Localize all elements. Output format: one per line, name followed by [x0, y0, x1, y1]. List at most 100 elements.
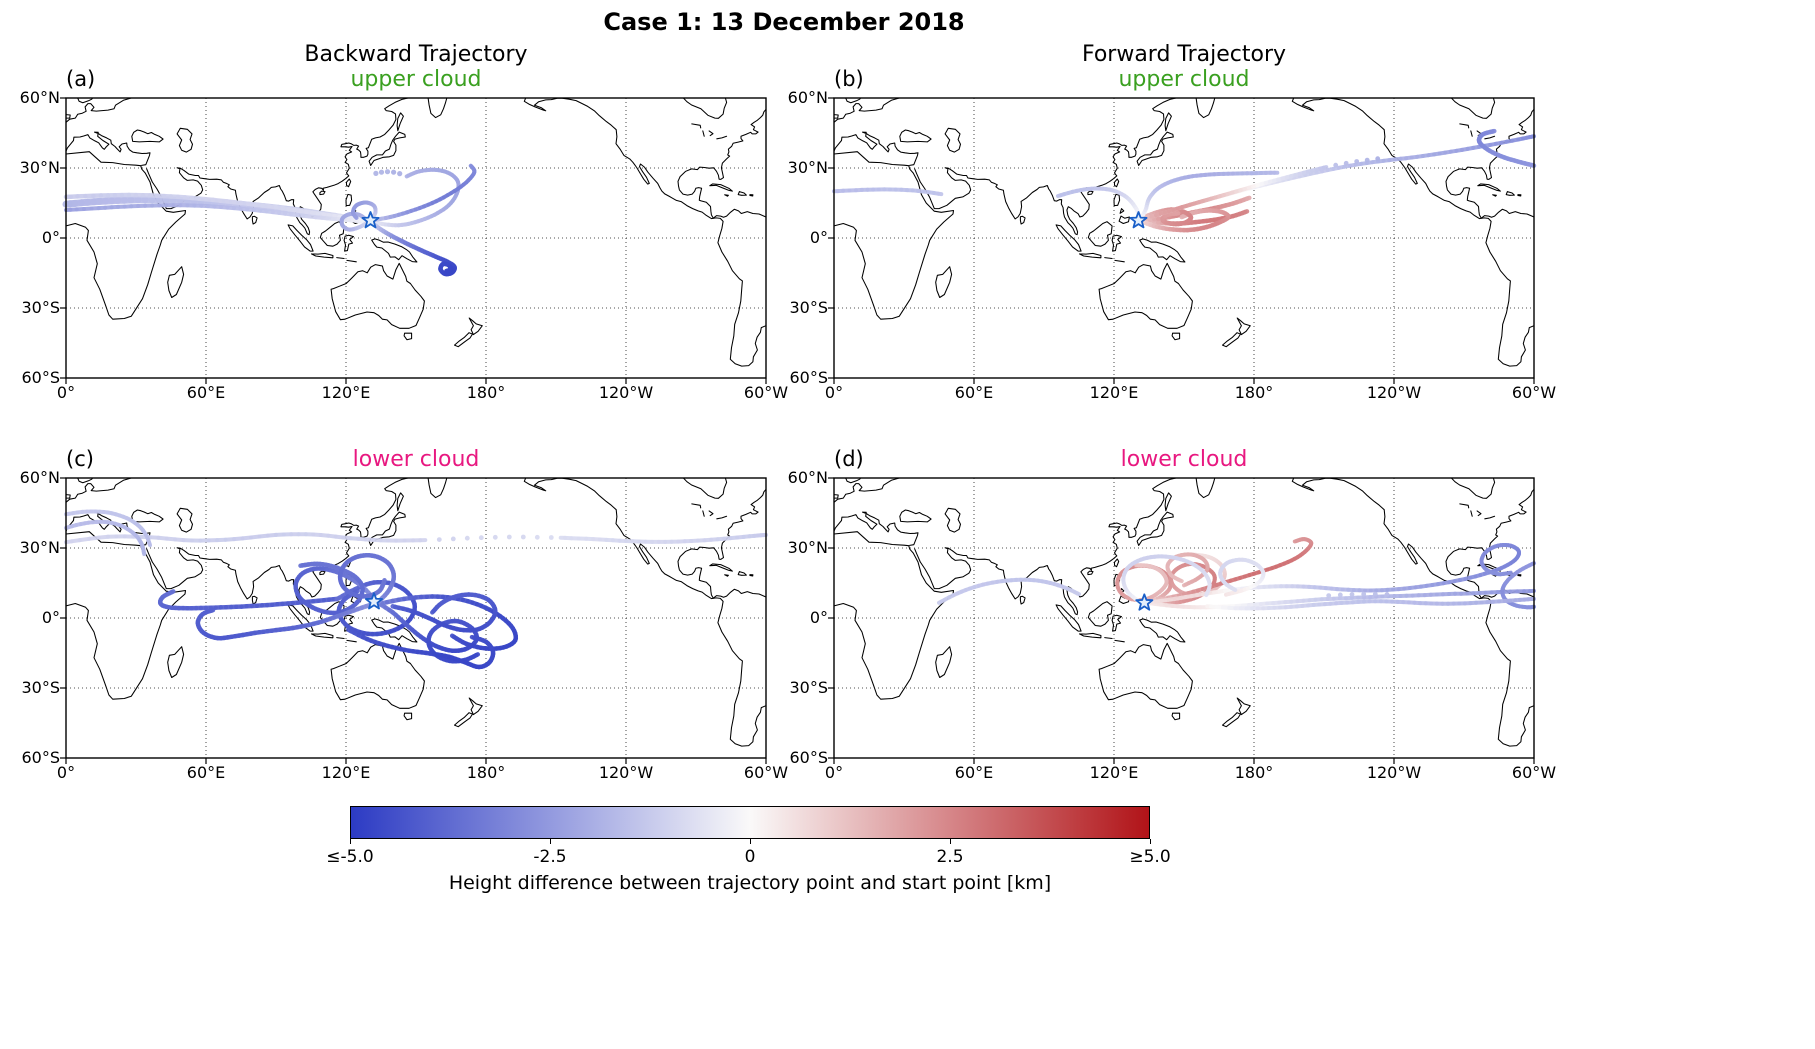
x-tick-label: 60°W [1511, 763, 1557, 782]
tick-marks [60, 477, 767, 764]
y-tick-label: 30°S [789, 678, 828, 697]
trajectory-segment [473, 652, 481, 658]
tick-marks [828, 477, 1535, 764]
coastline [1445, 108, 1535, 219]
panel-subtitle-a: upper cloud [350, 67, 482, 92]
coastline [1087, 221, 1113, 247]
coastline [1019, 595, 1026, 605]
coastline [724, 574, 729, 577]
trajectory-dot [384, 169, 391, 175]
coastline [845, 97, 862, 104]
coastline [1221, 712, 1242, 728]
coastline [251, 215, 258, 225]
trajectory-dot [492, 534, 498, 540]
coastline [702, 510, 705, 517]
trajectory-segment [1242, 209, 1250, 215]
colorbar-tick-mark [1150, 839, 1151, 844]
coastline [944, 127, 962, 153]
trajectory-dot [548, 535, 554, 540]
coastlines [833, 477, 1535, 747]
y-tick-label: 60°N [19, 88, 60, 107]
coastline [682, 97, 728, 119]
coastline [336, 257, 345, 260]
coastline [176, 507, 194, 533]
coastline [935, 266, 953, 299]
trajectory-segment [1321, 165, 1329, 170]
trajectory-dot [1354, 159, 1360, 164]
coastline [336, 637, 345, 640]
coastline [1484, 135, 1496, 140]
trajectory-dot [1333, 162, 1339, 168]
coastline [65, 131, 151, 166]
x-tick-label: 0° [56, 383, 76, 402]
coastline [65, 494, 71, 499]
coastline [251, 595, 258, 605]
coastline [1459, 123, 1470, 129]
start-point-star [365, 592, 383, 610]
panel-subtitle-d: lower cloud [1120, 447, 1248, 472]
coastline [176, 127, 194, 153]
coastline [1477, 183, 1501, 192]
colorbar-caption: Height difference between trajectory poi… [448, 872, 1052, 894]
coastline [708, 130, 714, 137]
x-tick-label: 120°E [321, 383, 371, 402]
coastline [368, 131, 406, 166]
y-tick-label: 60°S [789, 748, 828, 767]
trajectory-dot [1384, 592, 1390, 597]
x-tick-label: 60°W [743, 383, 789, 402]
coastline [1450, 477, 1496, 499]
map-border [833, 97, 1535, 379]
trajectories [937, 537, 1536, 611]
coastline [1470, 130, 1473, 137]
y-tick-label: 0° [41, 228, 60, 247]
y-tick-label: 60°N [787, 468, 828, 487]
panel-subtitle-c: lower cloud [352, 447, 480, 472]
trajectory-dot [1349, 592, 1355, 597]
y-tick-label: 0° [41, 608, 60, 627]
start-point-star [1135, 593, 1154, 611]
coastline [1484, 515, 1496, 520]
x-tick-label: 120°W [1366, 383, 1422, 402]
colorbar-tick-label: ≤-5.0 [326, 847, 374, 867]
coastline [1291, 97, 1535, 367]
trajectory-dot [1375, 156, 1381, 162]
coastline [691, 503, 702, 509]
coastline [371, 238, 418, 263]
colorbar-tick-label: -2.5 [533, 847, 567, 867]
trajectories [832, 128, 1537, 233]
coastline [833, 151, 955, 320]
coastline [1119, 208, 1125, 214]
map-svg-d [828, 477, 1536, 764]
coastline [310, 632, 334, 639]
y-tick-label: 60°S [789, 368, 828, 387]
colorbar-gradient [350, 806, 1150, 839]
coastline [427, 97, 448, 119]
panel-label-a: (a) [66, 67, 96, 91]
y-tick-label: 0° [809, 228, 828, 247]
coastline [677, 108, 767, 219]
coastline [1078, 632, 1102, 639]
coastline [167, 266, 185, 299]
coastline [1098, 262, 1193, 329]
panel-subtitle-b: upper cloud [1118, 67, 1250, 92]
y-tick-label: 60°S [21, 368, 60, 387]
x-tick-label: 60°E [954, 383, 994, 402]
trajectory-dot [436, 537, 442, 542]
trajectory-segment [1231, 587, 1238, 592]
grid [66, 98, 766, 378]
coastline [1291, 477, 1535, 747]
panel-label-c: (c) [66, 447, 94, 471]
colorbar-tick-label: ≥5.0 [1129, 847, 1171, 867]
coastline [403, 712, 413, 721]
coastline [749, 194, 754, 197]
coastline [677, 488, 767, 599]
map-border [65, 97, 767, 379]
coastline [319, 190, 326, 196]
trajectory-segment [209, 607, 216, 613]
tick-marks [60, 97, 767, 384]
coastline [1221, 332, 1242, 348]
coastline [682, 477, 728, 499]
coastline [1164, 492, 1172, 512]
x-tick-label: 60°E [954, 763, 994, 782]
coastline [345, 178, 352, 188]
